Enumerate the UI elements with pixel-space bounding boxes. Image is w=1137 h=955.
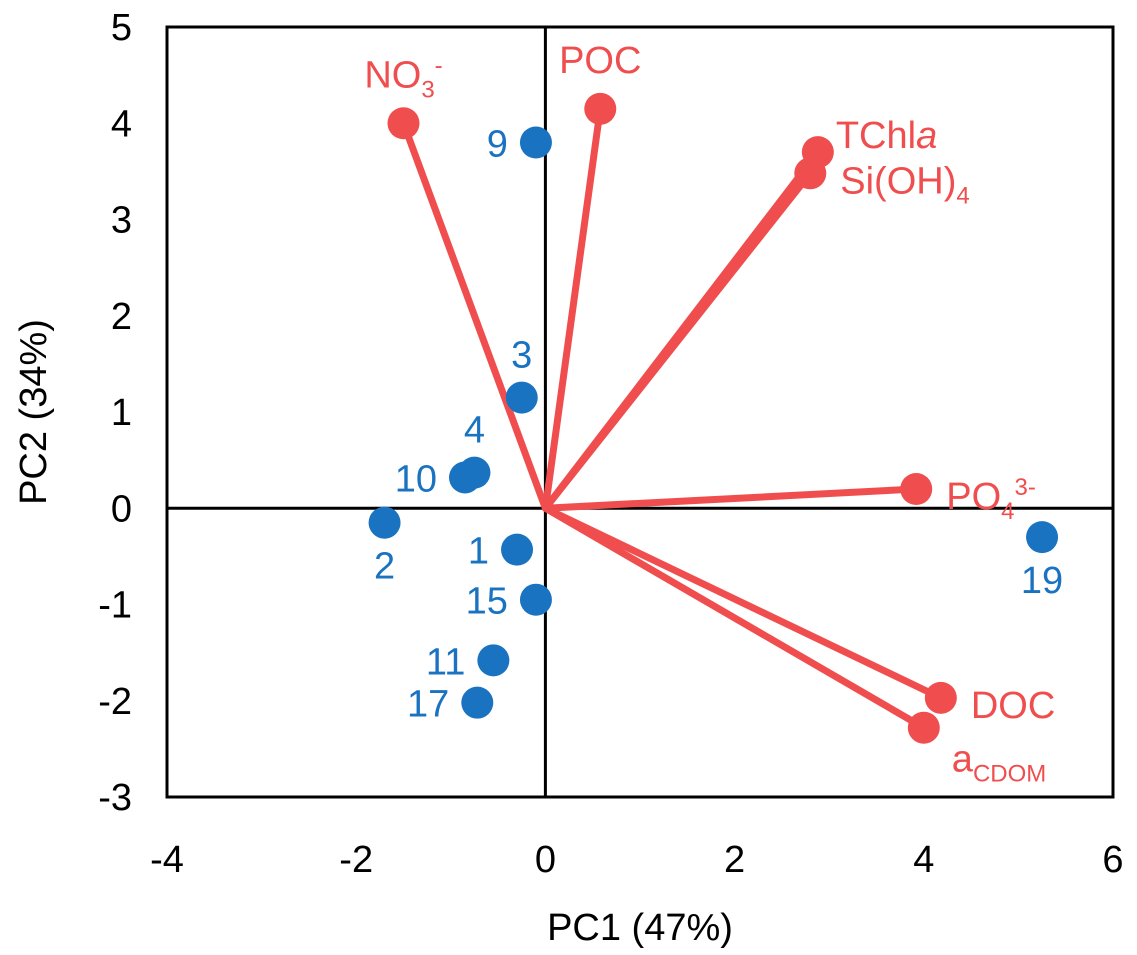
y-axis-title: PC2 (34%) xyxy=(13,319,55,505)
loading-label-main: PO xyxy=(946,476,1001,518)
sample-point xyxy=(1026,521,1058,553)
sample-label: 4 xyxy=(464,410,485,452)
loading-label-sub: 4 xyxy=(1001,498,1014,525)
sample-label: 1 xyxy=(468,531,489,573)
x-tick-label: -4 xyxy=(150,839,184,881)
loading-point xyxy=(925,682,957,714)
loading-point xyxy=(388,107,420,139)
loading-label-main: POC xyxy=(559,40,641,82)
y-tick-label: 1 xyxy=(111,392,132,434)
y-tick-label: 4 xyxy=(111,103,132,145)
plot-frame xyxy=(167,27,1113,797)
sample-label: 11 xyxy=(426,641,465,683)
y-tick-labels: -3 -2 -1 0 1 2 3 4 5 xyxy=(98,7,132,819)
loading-label: aCDOM xyxy=(952,739,1046,788)
y-tick-label: 0 xyxy=(111,488,132,530)
loading-point xyxy=(584,93,616,125)
loading-label-sub: CDOM xyxy=(973,761,1046,788)
loading-vector xyxy=(545,489,916,508)
loading-label-main: TChl xyxy=(836,115,916,157)
y-tick-label: 3 xyxy=(111,200,132,242)
loading-label: POC xyxy=(559,40,641,82)
loading-label-main: NO xyxy=(364,54,421,96)
loading-label-main: Si(OH) xyxy=(840,160,956,202)
loading-label-sup: - xyxy=(435,52,443,79)
loading-label-main: DOC xyxy=(971,685,1055,727)
loading-label: TChla xyxy=(836,115,937,157)
x-tick-label: 2 xyxy=(724,839,745,881)
loading-point xyxy=(908,712,940,744)
x-tick-label: 4 xyxy=(913,839,934,881)
loading-point xyxy=(900,473,932,505)
sample-point xyxy=(506,382,538,414)
sample-point xyxy=(520,584,552,616)
sample-label: 17 xyxy=(407,684,449,726)
sample-point xyxy=(520,127,552,159)
y-tick-label: -2 xyxy=(98,681,132,723)
loading-label-main: a xyxy=(952,739,974,781)
sample-label: 19 xyxy=(1021,560,1063,602)
loading-label: NO3- xyxy=(364,52,442,103)
sample-point xyxy=(477,644,509,676)
sample-point xyxy=(369,507,401,539)
loading-vector xyxy=(545,508,923,727)
y-tick-label: -3 xyxy=(98,777,132,819)
x-tick-label: 6 xyxy=(1102,839,1123,881)
loading-label-sub: 4 xyxy=(956,182,969,209)
sample-point xyxy=(461,687,493,719)
sample-label: 9 xyxy=(487,124,508,166)
loading-label: PO43- xyxy=(946,474,1036,525)
x-axis-title: PC1 (47%) xyxy=(547,907,733,949)
loading-label-sup: 3- xyxy=(1014,474,1035,501)
sample-label: 15 xyxy=(466,581,508,623)
loading-label: DOC xyxy=(971,685,1055,727)
sample-point xyxy=(501,534,533,566)
y-tick-label: -1 xyxy=(98,585,132,627)
sample-label: 3 xyxy=(511,335,532,377)
x-tick-labels: -4 -2 0 2 4 6 xyxy=(150,839,1123,881)
loading-label-italic: a xyxy=(916,115,937,157)
loading-point xyxy=(794,157,826,189)
sample-label: 10 xyxy=(395,458,437,500)
y-tick-label: 2 xyxy=(111,296,132,338)
sample-label: 2 xyxy=(374,546,395,588)
x-tick-label: -2 xyxy=(339,839,373,881)
y-tick-label: 5 xyxy=(111,7,132,49)
sample-point xyxy=(449,461,481,493)
loading-label: Si(OH)4 xyxy=(840,160,969,209)
x-tick-label: 0 xyxy=(535,839,556,881)
loading-label-sub: 3 xyxy=(421,76,434,103)
loading-vector xyxy=(545,508,940,698)
